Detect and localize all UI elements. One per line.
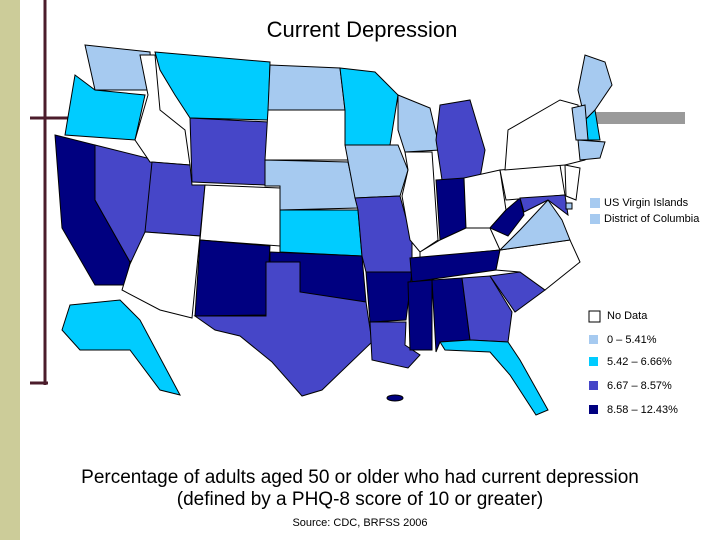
legend-swatch [589, 381, 598, 390]
state [193, 261, 373, 397]
state [564, 164, 581, 201]
state [84, 44, 153, 91]
state [354, 195, 413, 273]
state [344, 144, 409, 199]
legend-label: 8.58 – 12.43% [607, 404, 678, 416]
territory-swatch [590, 214, 600, 224]
state [264, 109, 349, 161]
rule-bar [590, 112, 685, 124]
territory-label: US Virgin Islands [604, 197, 689, 209]
legend-swatch [589, 357, 598, 366]
legend-swatch [589, 405, 598, 414]
legend-label: 6.67 – 8.57% [607, 380, 672, 392]
state [279, 209, 363, 257]
district [565, 202, 573, 210]
state [339, 67, 399, 146]
state [577, 139, 606, 161]
state [154, 51, 271, 121]
legend-label: 0 – 5.41% [607, 334, 657, 346]
caption-line: (defined by a PHQ-8 score of 10 or great… [177, 489, 543, 510]
legend-swatch [588, 310, 601, 323]
state [519, 194, 569, 217]
legend-label: No Data [607, 310, 648, 322]
state [435, 99, 486, 181]
territory-label: District of Columbia [604, 213, 700, 225]
state [461, 275, 513, 343]
state [121, 231, 201, 319]
state [199, 184, 281, 247]
state [386, 394, 404, 402]
caption-line: Percentage of adults aged 50 or older wh… [81, 467, 639, 488]
legend: No Data 0 – 5.41% 5.42 – 6.66% 6.67 – 8.57%… [588, 310, 678, 416]
state [571, 104, 589, 141]
title: Current Depression [267, 17, 458, 42]
state [499, 164, 566, 201]
state [439, 339, 549, 416]
us-map [54, 44, 613, 416]
state [61, 299, 181, 396]
state [369, 321, 421, 369]
territory-swatch [590, 198, 600, 208]
source: Source: CDC, BRFSS 2006 [292, 517, 427, 529]
state [365, 271, 413, 323]
legend-label: 5.42 – 6.66% [607, 356, 672, 368]
state [401, 151, 439, 253]
state [498, 199, 571, 251]
side-strip [0, 0, 20, 540]
territories: US Virgin Islands District of Columbia [590, 197, 700, 225]
legend-swatch [589, 335, 598, 344]
state [64, 74, 146, 141]
state [194, 239, 271, 317]
state [267, 64, 346, 111]
state [407, 279, 433, 351]
state [189, 117, 269, 186]
state [397, 94, 441, 153]
